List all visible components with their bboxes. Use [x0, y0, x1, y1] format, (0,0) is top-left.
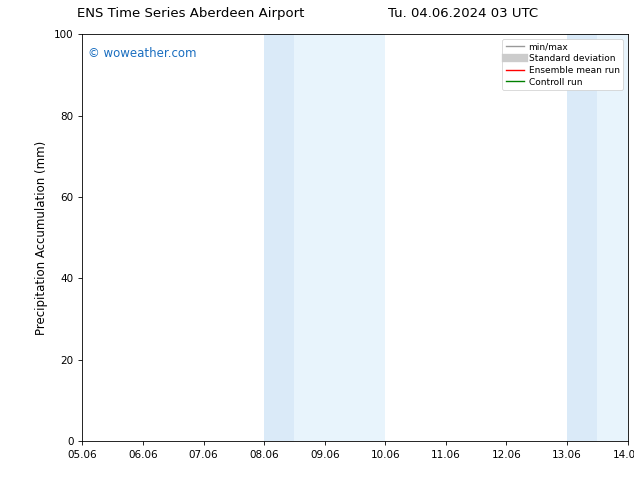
Bar [597, 34, 628, 441]
Y-axis label: Precipitation Accumulation (mm): Precipitation Accumulation (mm) [36, 141, 48, 335]
Text: Tu. 04.06.2024 03 UTC: Tu. 04.06.2024 03 UTC [388, 7, 538, 21]
Legend: min/max, Standard deviation, Ensemble mean run, Controll run: min/max, Standard deviation, Ensemble me… [502, 39, 623, 90]
Text: © woweather.com: © woweather.com [88, 47, 197, 59]
Bar [294, 34, 385, 441]
Bar [264, 34, 294, 441]
Bar [567, 34, 597, 441]
Text: ENS Time Series Aberdeen Airport: ENS Time Series Aberdeen Airport [77, 7, 304, 21]
